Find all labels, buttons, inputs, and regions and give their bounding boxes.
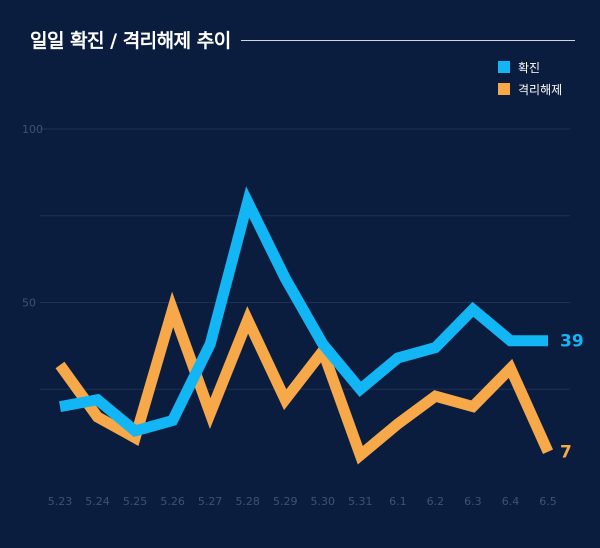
x-tick-label: 5.29	[273, 495, 298, 508]
x-tick-label: 5.23	[48, 495, 73, 508]
chart-header: 일일 확진 / 격리해제 추이	[30, 24, 575, 54]
legend-item-confirmed: 확진	[498, 56, 562, 78]
x-tick-label: 6.5	[539, 495, 557, 508]
x-tick-label: 5.24	[85, 495, 110, 508]
legend-label-confirmed: 확진	[518, 60, 541, 75]
x-tick-label: 6.3	[464, 495, 482, 508]
x-tick-label: 6.1	[389, 495, 407, 508]
chart-legend: 확진 격리해제	[498, 56, 562, 100]
end-label-confirmed: 39	[560, 332, 584, 352]
title-divider	[240, 39, 575, 41]
x-tick-label: 6.4	[502, 495, 520, 508]
x-axis-ticks: 5.23 5.24 5.25 5.26 5.27 5.28 5.29 5.30 5.31 6.1 6…	[48, 495, 557, 508]
x-tick-label: 5.27	[198, 495, 223, 508]
chart-title: 일일 확진 / 격리해제 추이	[30, 29, 231, 52]
series-line-confirmed	[59, 186, 548, 437]
series-line-released	[55, 291, 554, 465]
x-tick-label: 5.31	[348, 495, 373, 508]
legend-item-released: 격리해제	[498, 78, 562, 100]
x-tick-label: 5.30	[311, 495, 336, 508]
y-tick-label: 50	[22, 297, 36, 310]
end-labels: 7 39	[560, 332, 584, 463]
legend-label-released: 격리해제	[518, 82, 563, 97]
y-tick-label: 100	[22, 123, 43, 136]
legend-swatch-released	[498, 83, 510, 95]
x-tick-label: 5.26	[160, 495, 185, 508]
x-tick-label: 6.2	[427, 495, 445, 508]
y-axis-ticks: 50 100	[22, 123, 43, 310]
x-tick-label: 5.25	[123, 495, 148, 508]
legend-swatch-confirmed	[498, 61, 510, 73]
x-tick-label: 5.28	[235, 495, 260, 508]
end-label-released: 7	[560, 443, 572, 463]
grid-lines	[40, 128, 570, 390]
series-lines	[55, 186, 554, 465]
